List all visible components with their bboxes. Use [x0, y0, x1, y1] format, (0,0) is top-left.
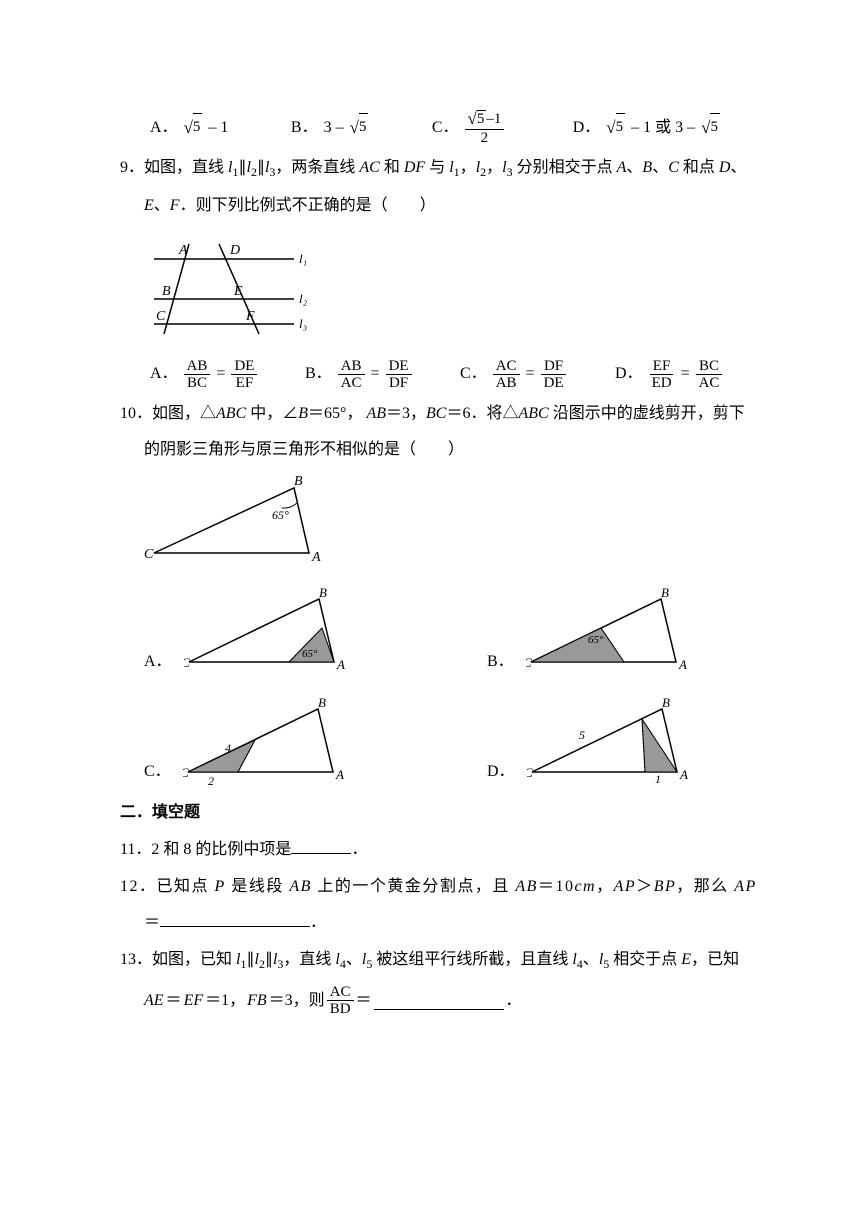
q10-opt-B: B． 65° B C A [487, 587, 770, 677]
svg-text:B: B [294, 474, 303, 489]
svg-text:C: C [144, 547, 154, 562]
opt-label: B． [291, 114, 318, 143]
opt-label: D． [573, 114, 601, 143]
opt-label: A． [150, 114, 178, 143]
q10-options: A． 65° B C A B． 65° B C A C． 4 2 [144, 587, 770, 787]
svg-text:A: A [336, 657, 345, 672]
q8-opt-D: D． 5 – 1 或 3 – 5 [573, 110, 770, 146]
svg-text:C: C [183, 765, 189, 780]
svg-text:65°: 65° [272, 508, 289, 522]
svg-text:B: B [661, 587, 669, 600]
label-C: C [156, 309, 166, 324]
svg-text:C: C [526, 655, 532, 670]
svg-text:A: A [679, 767, 688, 782]
q9-opt-D: D． EFED = BCAC [615, 358, 770, 392]
svg-text:B: B [662, 697, 670, 710]
svg-text:B: B [319, 587, 327, 600]
svg-text:A: A [678, 657, 687, 672]
q9-opt-C: C． ACAB = DFDE [460, 358, 615, 392]
q10-text-line2: 的阴影三角形与原三角形不相似的是（ ） [144, 436, 770, 465]
q10-opt-C: C． 4 2 B C A [144, 697, 427, 787]
q8-options: A． 5 – 1 B． 3 – 5 C． 5–1 2 D． 5 – 1 或 3 … [150, 110, 770, 146]
fraction: 5–1 2 [465, 110, 505, 146]
q10-main-diagram: 65° B C A [144, 473, 770, 579]
q13-text-line2: AE＝EF＝1，FB＝3，则 ACBD ＝． [144, 984, 770, 1018]
q10-opt-A: A． 65° B C A [144, 587, 427, 677]
q13-text: 13．如图，已知 l1∥l2∥l3，直线 l4、l5 被这组平行线所截，且直线 … [120, 946, 770, 976]
label-E: E [233, 284, 243, 299]
q9-opt-A: A． ABBC = DEEF [150, 358, 305, 392]
q8-opt-B: B． 3 – 5 [291, 110, 432, 146]
svg-text:2: 2 [208, 774, 214, 787]
q9-diagram: A D B E C F l₁ l₂ l₃ [144, 229, 770, 350]
label-F: F [245, 309, 255, 324]
svg-text:1: 1 [655, 772, 661, 786]
label-A: A [178, 243, 188, 258]
svg-text:4: 4 [225, 741, 231, 755]
svg-text:l₁: l₁ [299, 251, 307, 266]
blank-input[interactable] [160, 909, 310, 927]
fraction: ACBD [327, 984, 354, 1018]
q8-opt-A: A． 5 – 1 [150, 110, 291, 146]
sqrt-icon: 5 [701, 113, 720, 144]
q9-text-line2: E、F．则下列比例式不正确的是（ ） [144, 192, 770, 221]
svg-text:C: C [527, 765, 533, 780]
q9-options: A． ABBC = DEEF B． ABAC = DEDF C． ACAB = … [150, 358, 770, 392]
blank-input[interactable] [291, 836, 351, 854]
q10-text: 10．如图，△ABC 中，∠B＝65°， AB＝3，BC＝6．将△ABC 沿图示… [120, 400, 770, 429]
svg-text:B: B [318, 697, 326, 710]
opt-label: C． [432, 114, 459, 143]
q12-text-line2: ＝． [144, 909, 770, 938]
q9-opt-B: B． ABAC = DEDF [305, 358, 460, 392]
svg-text:A: A [335, 767, 344, 782]
svg-text:l₃: l₃ [299, 316, 307, 331]
svg-text:l₂: l₂ [299, 291, 308, 306]
q10-opt-D: D． 5 1 B C A [487, 697, 770, 787]
svg-text:C: C [184, 655, 190, 670]
label-B: B [162, 284, 171, 299]
svg-text:5: 5 [579, 728, 585, 742]
section-2-title: 二．填空题 [120, 799, 770, 828]
q12-text: 12．已知点 P 是线段 AB 上的一个黄金分割点，且 AB＝10cm，AP＞B… [120, 873, 770, 902]
svg-text:65°: 65° [302, 648, 318, 660]
svg-text:A: A [311, 550, 321, 565]
sqrt-icon: 5 [184, 113, 203, 144]
sqrt-icon: 5 [606, 113, 625, 144]
label-D: D [229, 243, 240, 258]
blank-input[interactable] [374, 992, 504, 1010]
svg-text:65°: 65° [588, 634, 604, 646]
q11-text: 11．2 和 8 的比例中项是． [120, 836, 770, 865]
q8-opt-C: C． 5–1 2 [432, 110, 573, 146]
sqrt-icon: 5 [350, 113, 369, 144]
q9-text: 9．如图，直线 l1∥l2∥l3，两条直线 AC 和 DF 与 l1，l2，l3… [120, 154, 770, 184]
